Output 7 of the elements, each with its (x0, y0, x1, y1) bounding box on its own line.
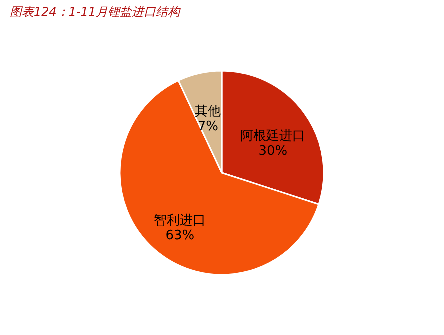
data-label: 7% (198, 119, 219, 134)
slice-label: 阿根廷进口 (240, 128, 306, 144)
slice-label: 其他 (195, 104, 222, 120)
data-label: 63% (166, 228, 195, 244)
chart-title: 图表124：1-11月锂盐进口结构 (10, 5, 182, 19)
data-label: 30% (258, 144, 288, 159)
slice-label: 智利进口 (154, 213, 206, 228)
